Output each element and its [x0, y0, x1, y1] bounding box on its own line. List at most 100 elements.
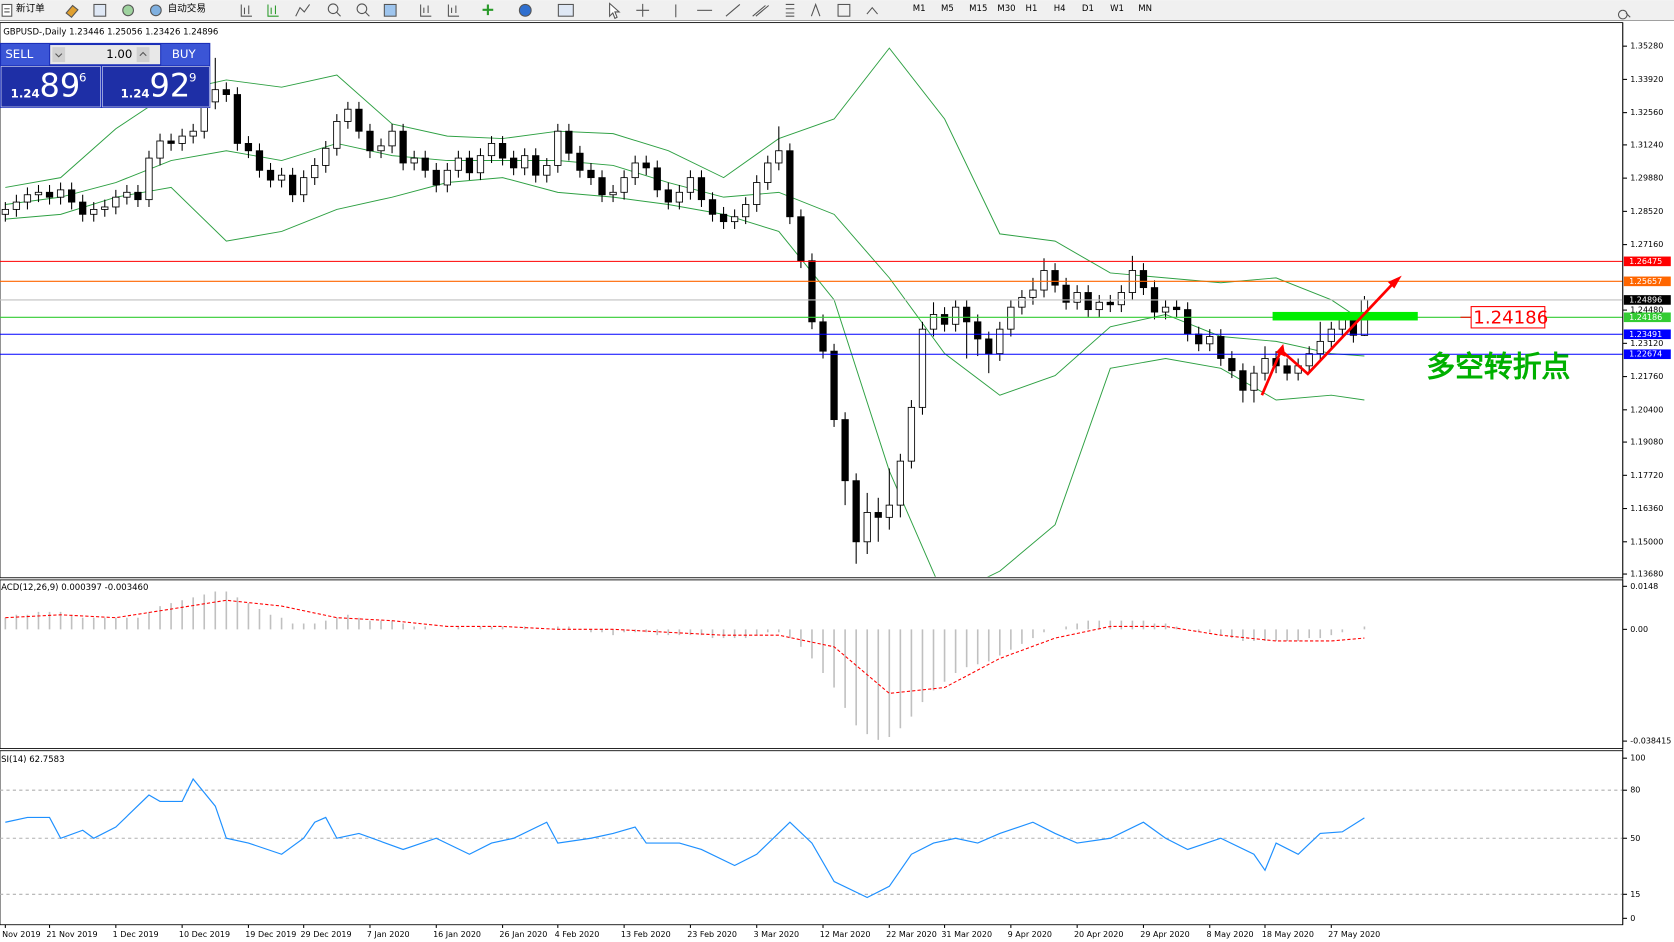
x-tick-label: 12 Mar 2020	[820, 930, 871, 939]
candle-body	[399, 130, 407, 164]
new-order-button[interactable]: 新订单	[16, 3, 45, 15]
candle-body	[852, 480, 860, 543]
macd-title: ACD(12,26,9) 0.000397 -0.003460	[1, 583, 148, 593]
candle-body	[742, 204, 750, 218]
candle-body	[797, 216, 805, 262]
candle-body	[929, 314, 938, 330]
lot-size[interactable]: 1.00	[106, 47, 132, 61]
candle-body	[1283, 365, 1291, 374]
candle-body	[134, 191, 142, 201]
x-tick-label: 9 Apr 2020	[1008, 930, 1052, 939]
candle-body	[277, 174, 286, 181]
candle-body	[1040, 270, 1048, 291]
candle-body	[1161, 306, 1170, 313]
candle-body	[255, 150, 264, 171]
candle-body	[863, 512, 871, 543]
macd-panel	[0, 579, 1624, 750]
timeframe-button[interactable]: M5	[941, 4, 954, 14]
candle-body	[642, 162, 650, 169]
timeframe-button[interactable]: H4	[1054, 4, 1066, 14]
candle-body	[288, 174, 297, 196]
y-tick-label: 1.28520	[1630, 207, 1663, 216]
buy-button[interactable]: BUY	[172, 47, 197, 61]
candle-body	[918, 328, 927, 408]
candle-body	[543, 164, 551, 176]
y-tick-label: 1.35280	[1630, 42, 1663, 51]
y-tick-label: 1.20400	[1630, 405, 1663, 414]
candle-body	[830, 350, 838, 421]
y-tick-label: 1.29880	[1630, 174, 1663, 183]
candle-body	[1, 208, 9, 215]
candle-body	[355, 108, 363, 132]
price-level-label: 1.23491	[1629, 330, 1662, 339]
candle-body	[1206, 336, 1214, 345]
sell-button[interactable]: SELL	[5, 47, 33, 61]
candle-body	[1184, 309, 1192, 335]
timeframe-button[interactable]: H1	[1026, 4, 1038, 14]
y-tick-label: 100	[1630, 754, 1645, 763]
candle-body	[1316, 340, 1324, 355]
candle-body	[34, 191, 43, 196]
main-title: GBPUSD-,Daily 1.23446 1.25056 1.23426 1.…	[3, 28, 218, 38]
candle-body	[322, 147, 330, 166]
candle-body	[1261, 358, 1269, 374]
timeframe-button[interactable]: M1	[913, 4, 926, 14]
y-tick-label: 15	[1630, 890, 1640, 899]
candle-body	[819, 321, 827, 352]
bollinger-middle	[5, 142, 1365, 396]
timeframe-button[interactable]: M30	[997, 4, 1015, 14]
y-tick-label: 1.32560	[1630, 108, 1663, 117]
candle-body	[1084, 292, 1092, 311]
timeframe-button[interactable]: W1	[1110, 4, 1124, 14]
candle-body	[951, 306, 960, 325]
x-tick-label: 21 Nov 2019	[46, 930, 97, 939]
x-tick-label: 23 Feb 2020	[687, 930, 737, 939]
candle-body	[311, 164, 319, 179]
auto-trading-button[interactable]: 自动交易	[168, 3, 206, 15]
candle-body	[79, 201, 87, 215]
candle-body	[12, 201, 21, 210]
candle-body	[123, 191, 131, 198]
candle-body	[1195, 333, 1203, 345]
candle-body	[808, 260, 816, 323]
timeframe-button[interactable]: D1	[1082, 4, 1094, 14]
toolbar-icons	[1, 2, 1631, 20]
candle-body	[498, 143, 507, 159]
candle-body	[874, 512, 882, 518]
y-tick-label: -0.038415	[1630, 737, 1671, 746]
x-tick-label: 27 May 2020	[1328, 930, 1380, 939]
buy-price-fraction: 9	[189, 71, 196, 85]
y-tick-label: 1.13680	[1630, 570, 1663, 579]
rsi-line	[5, 777, 1365, 899]
candle-body	[388, 130, 396, 147]
candle-body	[686, 177, 695, 193]
candle-body	[587, 169, 595, 179]
candle-body	[1095, 301, 1103, 311]
y-tick-label: 80	[1630, 786, 1640, 795]
annotation-drawing	[1260, 275, 1546, 396]
x-tick-label: 29 Apr 2020	[1140, 930, 1189, 939]
candle-body	[764, 162, 772, 183]
y-tick-label: 1.19080	[1630, 438, 1663, 447]
candle-body	[708, 199, 717, 215]
candle-body	[1327, 328, 1335, 342]
x-tick-label: 18 May 2020	[1262, 930, 1314, 939]
candle-body	[333, 121, 341, 149]
candle-body	[167, 140, 175, 144]
candle-body	[963, 306, 971, 323]
candle-body	[45, 191, 54, 198]
x-tick-label: 13 Feb 2020	[621, 930, 671, 939]
bollinger-lower	[5, 177, 1365, 577]
timeframe-button[interactable]: M15	[969, 4, 987, 14]
candle-body	[576, 152, 584, 171]
price-level-box	[1623, 256, 1671, 267]
timeframe-button[interactable]: MN	[1138, 4, 1152, 14]
price-level-box	[1623, 295, 1671, 305]
candle-body	[896, 460, 904, 506]
candle-body	[775, 150, 783, 164]
price-level-label: 1.22674	[1629, 350, 1662, 359]
candle-body	[1228, 358, 1236, 372]
candle-body	[432, 169, 440, 186]
candle-body	[90, 208, 98, 215]
candle-body	[974, 321, 982, 340]
